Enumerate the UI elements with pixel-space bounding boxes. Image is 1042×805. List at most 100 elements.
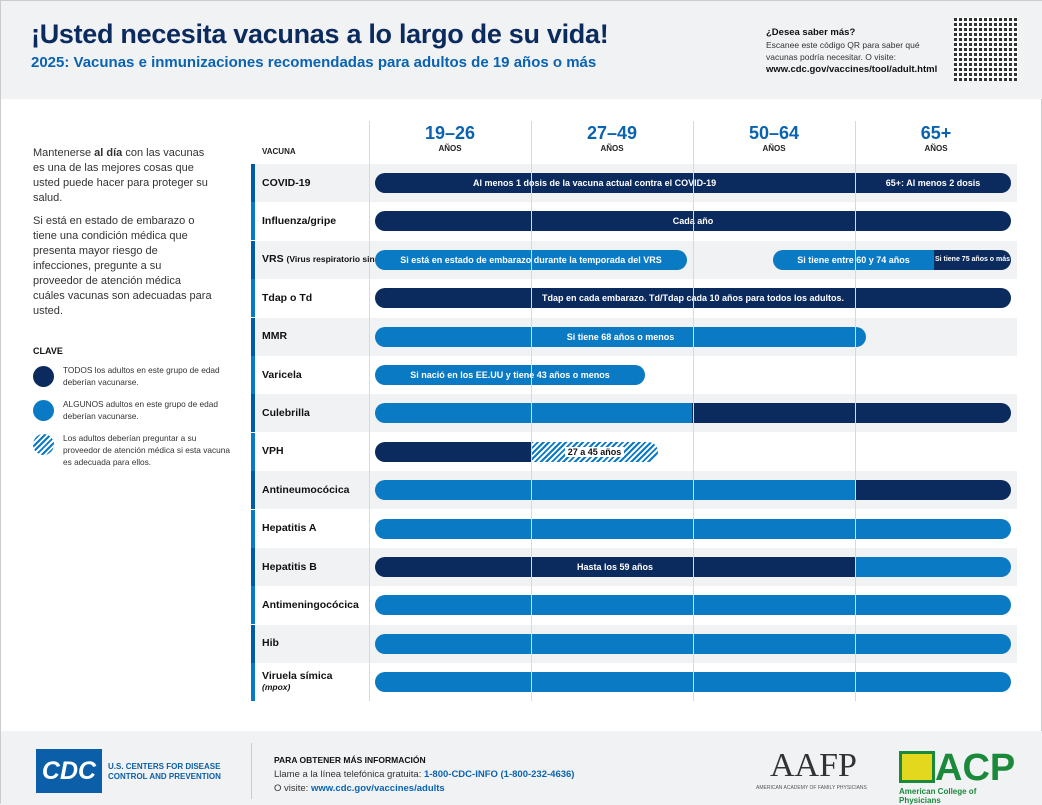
phone-link[interactable]: 1-800-CDC-INFO (1-800-232-4636) [423, 769, 575, 780]
key-title: CLAVE [33, 346, 63, 356]
vaccine-name: COVID-19 [262, 164, 310, 202]
divider [855, 121, 856, 701]
vaccine-name: Antimeningocócica [262, 586, 359, 624]
vaccine-name-text: COVID-19 [262, 176, 311, 189]
table-row: Viruela símica (mpox) [251, 663, 1017, 702]
row-accent [251, 394, 255, 433]
dark-circle-icon [33, 366, 54, 387]
age-unit: AÑOS [924, 144, 948, 153]
divider [531, 121, 532, 701]
age-unit: AÑOS [600, 144, 624, 153]
bar-label: 65+: Al menos 2 dosis [885, 178, 981, 188]
divider [693, 121, 694, 701]
vaccine-name-text: VPH [262, 445, 284, 458]
phone-label: Llame a la línea telefónica gratuita: [274, 769, 424, 780]
visit-link[interactable]: www.cdc.gov/vaccines/adults [310, 783, 445, 794]
age-label: 50–64 [748, 123, 800, 143]
vaccine-name-text: VRS [262, 253, 284, 266]
vaccine-name-note: (Virus respiratorio sincitial) [286, 254, 397, 265]
row-accent [251, 279, 255, 318]
bar-label: Si nació en los EE.UU y tiene 43 años o … [410, 370, 610, 380]
table-row: COVID-19 Al menos 1 dosis de la vacuna ac… [251, 164, 1017, 202]
divider [251, 743, 252, 799]
page-subtitle: 2025: Vacunas e inmunizaciones recomenda… [31, 54, 597, 71]
recommended-some-bar: Si tiene 68 años o menos [375, 326, 866, 347]
vaccine-name: VRS (Virus respiratorio sincitial) [262, 241, 397, 279]
row-accent [251, 164, 255, 202]
recommended-some-bar [375, 480, 855, 501]
vaccine-name: MMR [262, 318, 287, 356]
intro-text: Mantenerse al día con las vacunas es una… [33, 146, 213, 327]
learn-more-text: Escanee este código QR para saber qué va… [766, 40, 920, 62]
table-row: Antimeningocócica [251, 586, 1017, 625]
table-row: Hepatitis A [251, 509, 1017, 548]
vaccine-name: Influenza/gripe [262, 202, 336, 240]
row-accent [251, 356, 255, 394]
learn-more-url[interactable]: www.cdc.gov/vaccines/tool/adult.html [766, 64, 938, 75]
qr-code-icon[interactable] [954, 17, 1018, 81]
ask-provider-bar: 27 a 45 años [531, 441, 658, 462]
bar-label: Hasta los 59 años [576, 562, 654, 572]
key-some-text: ALGUNOS adultos en este grupo de edad de… [63, 399, 218, 421]
table-row: Tdap o Td Tdap en cada embarazo. Td/Tdap … [251, 279, 1017, 318]
acp-logo: ACP American College of Physicians [899, 747, 1019, 805]
bar-label: Al menos 1 dosis de la vacuna actual con… [473, 178, 717, 188]
age-label: 19–26 [424, 123, 476, 143]
intro-p1b: al día [94, 147, 123, 159]
vaccine-name-text: Antimeningocócica [262, 598, 359, 611]
recommended-all-bar [855, 480, 1011, 501]
vaccine-name-text: Tdap o Td [262, 291, 313, 304]
table-row: Culebrilla [251, 394, 1017, 433]
recommended-some-bar: Si tiene entre 60 y 74 años [773, 249, 934, 270]
row-accent [251, 548, 255, 586]
table-row: Influenza/gripe Cada año [251, 202, 1017, 241]
row-accent [251, 432, 255, 471]
vaccine-name-text: Hepatitis B [262, 560, 317, 573]
bar-label: Tdap en cada embarazo. Td/Tdap cada 10 a… [541, 293, 845, 304]
row-accent [251, 471, 255, 510]
vaccine-name-text: Culebrilla [262, 406, 310, 419]
vaccine-name-text: Viruela símica [262, 670, 333, 683]
table-row: Varicela Si nació en los EE.UU y tiene 43… [251, 356, 1017, 394]
recommended-all-bar [692, 403, 1011, 424]
row-accent [251, 624, 255, 663]
age-column-65-plus: 65+ AÑOS [855, 123, 1017, 153]
key-all: TODOS los adultos en este grupo de edad … [33, 364, 233, 388]
recommended-some-bar [375, 403, 692, 424]
info-title: PARA OBTENER MÁS INFORMACIÓN [274, 755, 426, 765]
key-ask-text: Los adultos deberían preguntar a su prov… [63, 433, 230, 467]
row-accent [251, 240, 255, 279]
recommended-some-bar [855, 557, 1011, 577]
vaccine-column-header: VACUNA [262, 147, 296, 156]
cdc-logo: CDC [36, 749, 102, 793]
age-column-50-64: 50–64 AÑOS [693, 123, 855, 153]
page-title: ¡Usted necesita vacunas a lo largo de su… [31, 19, 609, 49]
age-unit: AÑOS [438, 144, 462, 153]
more-info: PARA OBTENER MÁS INFORMACIÓN Llame a la … [274, 753, 574, 796]
age-label: 65+ [920, 123, 952, 143]
vaccine-name-text: Influenza/gripe [262, 214, 337, 227]
key-ask: Los adultos deberían preguntar a su prov… [33, 432, 233, 468]
cdc-name: U.S. CENTERS FOR DISEASE CONTROL AND PRE… [108, 762, 221, 781]
bar-label: Si tiene entre 60 y 74 años [797, 254, 910, 265]
row-accent [251, 317, 255, 356]
acp-emblem-icon [899, 751, 935, 783]
learn-more: ¿Desea saber más? Escanee este código QR… [766, 26, 951, 76]
vaccine-name: Hib [262, 625, 279, 663]
table-row: Hib [251, 624, 1017, 663]
vaccine-name: Antineumocócica [262, 471, 350, 509]
age-unit: AÑOS [762, 144, 786, 153]
age-label: 27–49 [586, 123, 638, 143]
aafp-full: AMERICAN ACADEMY OF FAMILY PHYSICIANS [756, 785, 867, 791]
footer: CDC U.S. CENTERS FOR DISEASE CONTROL AND… [1, 731, 1042, 805]
age-column-27-49: 27–49 AÑOS [531, 123, 693, 153]
age-column-19-26: 19–26 AÑOS [369, 123, 531, 153]
visit-label: O visite: [274, 783, 311, 794]
row-accent [251, 509, 255, 548]
aafp-text: AAFP [770, 747, 857, 784]
intro-p1c: con las vacunas es una de las mejores co… [33, 147, 208, 204]
table-row: VRS (Virus respiratorio sincitial) Si est… [251, 240, 1017, 279]
acp-full: American College of Physicians [899, 787, 977, 805]
vaccine-name: Hepatitis B [262, 548, 317, 586]
recommended-all-bar: Si tiene 75 años o más [934, 249, 1011, 270]
